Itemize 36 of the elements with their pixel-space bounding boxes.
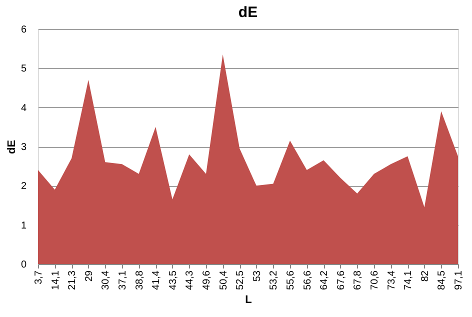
x-tick-label: 70,6 bbox=[370, 270, 380, 290]
x-tick-label: 67,8 bbox=[352, 270, 364, 290]
x-tick-label: 50,4 bbox=[218, 270, 230, 290]
x-tick-label: 37,1 bbox=[118, 270, 128, 290]
x-tick-label: 84,5 bbox=[436, 270, 448, 290]
x-tick-label: 3,7 bbox=[34, 270, 44, 284]
x-tick-label: 21,3 bbox=[67, 270, 78, 290]
x-tick-label: 41,4 bbox=[151, 270, 162, 290]
y-tick-label: 2 bbox=[20, 181, 27, 192]
x-tick-label: 55,6 bbox=[286, 270, 296, 290]
y-tick-label: 5 bbox=[20, 64, 27, 75]
x-tick-label: 64,2 bbox=[319, 270, 330, 290]
x-tick-label: 44,3 bbox=[184, 270, 196, 290]
y-tick-label: 0 bbox=[20, 260, 27, 270]
x-tick-label: 56,6 bbox=[302, 270, 314, 290]
x-tick-label: 30,4 bbox=[100, 270, 112, 290]
y-tick-label: 4 bbox=[20, 102, 27, 114]
x-tick-label: 82 bbox=[420, 270, 431, 282]
x-tick-label: 73,4 bbox=[386, 270, 398, 290]
y-axis-title: dE bbox=[6, 140, 18, 154]
x-tick-label: 97,1 bbox=[454, 270, 464, 290]
x-tick-label: 52,5 bbox=[235, 270, 246, 290]
x-tick-label: 38,8 bbox=[134, 270, 146, 290]
x-tick-label: 29 bbox=[84, 270, 95, 282]
x-tick-label: 14,1 bbox=[50, 270, 62, 290]
y-tick-label: 1 bbox=[20, 220, 27, 232]
y-tick-label: 6 bbox=[20, 24, 27, 36]
x-axis-title: L bbox=[245, 294, 252, 306]
x-tick-label: 53,2 bbox=[268, 270, 280, 290]
x-tick-label: 67,6 bbox=[336, 270, 347, 290]
y-tick-label: 3 bbox=[20, 142, 27, 153]
chart-title: dE bbox=[238, 4, 258, 21]
x-tick-label: 53 bbox=[252, 270, 263, 282]
x-tick-label: 49,6 bbox=[202, 270, 212, 290]
x-tick-label: 74,1 bbox=[403, 270, 414, 290]
x-tick-label: 43,5 bbox=[168, 270, 179, 290]
